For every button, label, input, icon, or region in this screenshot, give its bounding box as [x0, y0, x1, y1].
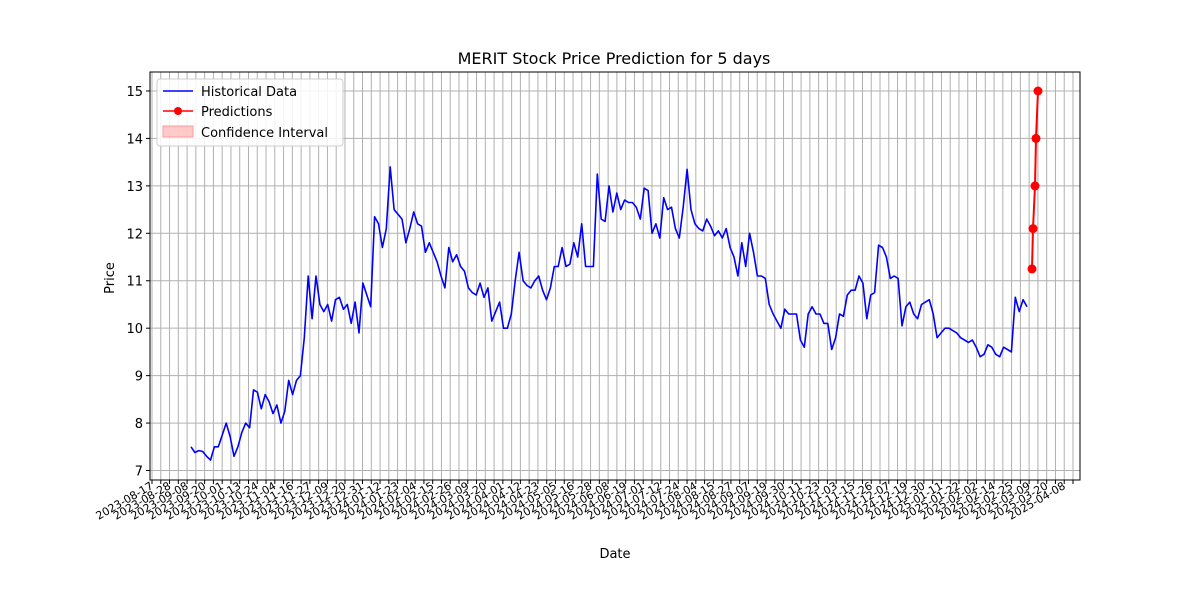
prediction-point	[1031, 133, 1041, 143]
y-tick-label: 14	[126, 132, 143, 147]
x-axis-label: Date	[599, 547, 630, 562]
axes: 7891011121314152023-08-172023-08-282023-…	[94, 85, 1074, 523]
prediction-point	[1028, 224, 1038, 234]
legend-confidence-label: Confidence Interval	[201, 126, 328, 141]
y-tick-label: 12	[126, 227, 143, 242]
prediction-point	[1033, 86, 1043, 96]
plot-area	[190, 86, 1043, 461]
legend-predictions-marker	[174, 107, 182, 115]
legend-confidence-swatch	[162, 125, 194, 138]
y-tick-label: 13	[126, 180, 143, 195]
y-tick-label: 9	[135, 370, 143, 385]
y-tick-label: 15	[126, 85, 143, 100]
prediction-point	[1030, 181, 1040, 191]
chart-title: MERIT Stock Price Prediction for 5 days	[458, 49, 771, 68]
y-tick-label: 11	[126, 275, 143, 290]
predictions-line	[1031, 90, 1039, 269]
historical-line	[190, 166, 1028, 461]
legend: Historical Data Predictions Confidence I…	[156, 78, 344, 147]
y-tick-label: 8	[135, 417, 143, 432]
legend-predictions-label: Predictions	[201, 105, 273, 120]
legend-historical-label: Historical Data	[201, 85, 297, 100]
legend-box	[156, 78, 344, 147]
prediction-point	[1027, 264, 1037, 274]
y-axis-label: Price	[103, 262, 118, 294]
y-tick-label: 10	[126, 322, 143, 337]
y-tick-label: 7	[135, 465, 143, 480]
plot-frame	[149, 71, 1081, 481]
